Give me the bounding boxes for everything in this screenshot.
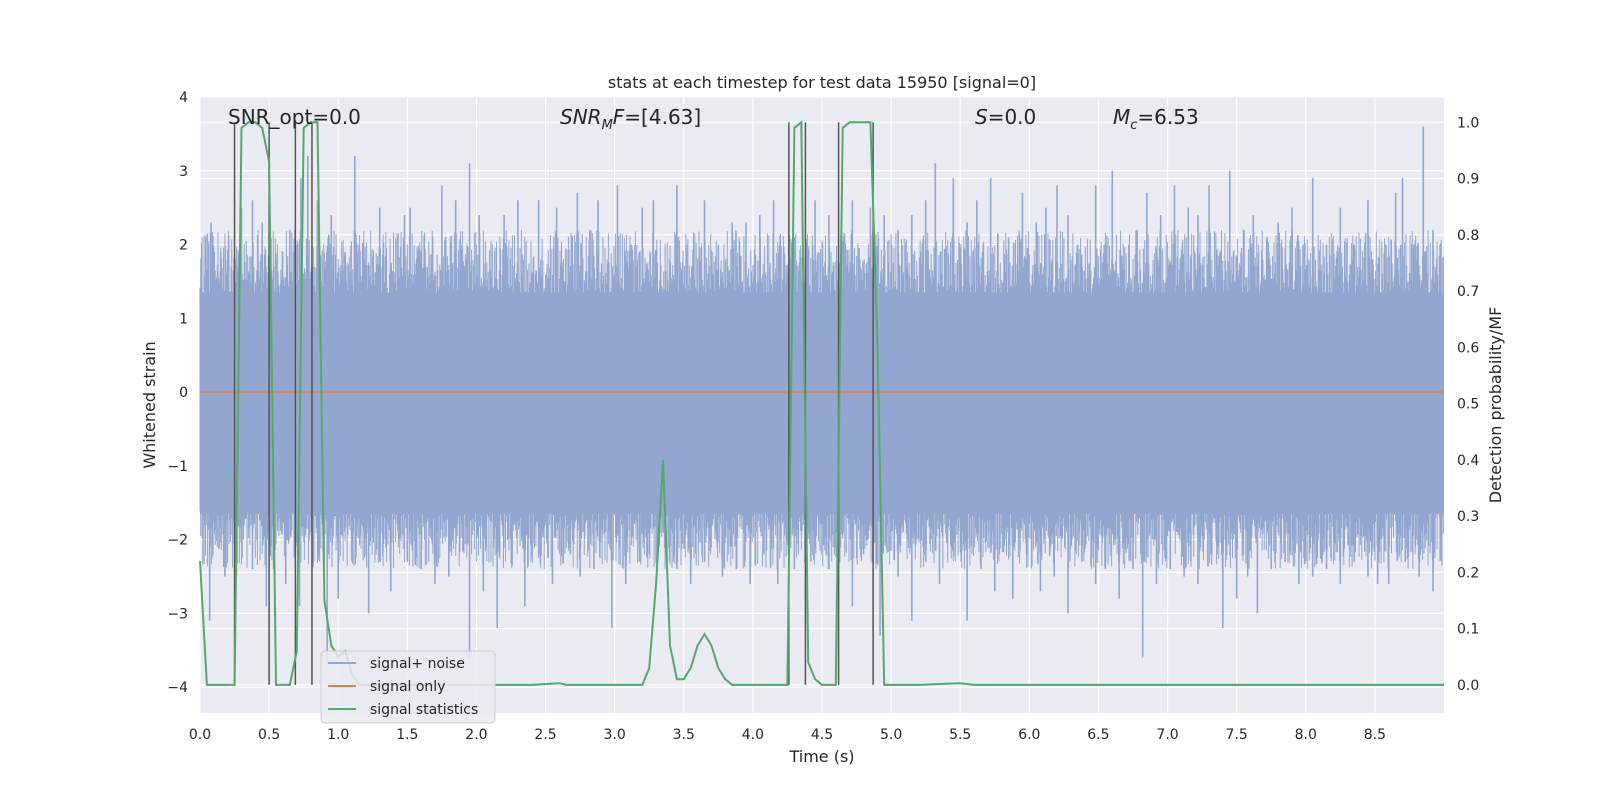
signal-statistics-line xyxy=(199,120,1444,686)
y2-tick-label-9: 0.1 xyxy=(1457,622,1479,638)
x-tick-label-16: 8.0 xyxy=(1295,727,1317,743)
x-tick-label-3: 1.5 xyxy=(396,727,418,743)
y2-axis-label: Detection probability/MF xyxy=(1486,307,1505,504)
y-tick-label-6: −2 xyxy=(167,533,188,549)
y2-tick-label-0: 1.0 xyxy=(1457,115,1479,131)
y-tick-labels: 4 3 2 1 0 −1 −2 −3 −4 xyxy=(167,90,188,696)
y-axis-label: Whitened strain xyxy=(140,341,159,468)
x-tick-label-1: 0.5 xyxy=(258,727,280,743)
x-tick-label-11: 5.5 xyxy=(949,727,971,743)
y2-tick-label-4: 0.6 xyxy=(1457,340,1479,356)
x-tick-label-15: 7.5 xyxy=(1226,727,1248,743)
noise-trace xyxy=(199,229,1444,570)
x-tick-label-7: 3.5 xyxy=(673,727,695,743)
y-tick-label-8: −4 xyxy=(167,680,188,696)
legend-box xyxy=(320,650,496,724)
y-tick-label-1: 3 xyxy=(179,164,188,180)
y-tick-label-3: 1 xyxy=(179,311,188,327)
legend: signal+ noise signal only signal statist… xyxy=(320,650,496,724)
legend-label-noise: signal+ noise xyxy=(370,656,465,672)
y-tick-label-2: 2 xyxy=(179,238,188,254)
chart-title: stats at each timestep for test data 159… xyxy=(608,73,1036,92)
y-tick-label-7: −3 xyxy=(167,606,188,622)
x-tick-label-17: 8.5 xyxy=(1364,727,1386,743)
x-tick-label-6: 3.0 xyxy=(604,727,626,743)
annotation-s-stat: S=0.0 xyxy=(975,105,1036,129)
y2-tick-label-3: 0.7 xyxy=(1457,284,1479,300)
y2-tick-labels: 1.0 0.9 0.8 0.7 0.6 0.5 0.4 0.3 0.2 0.1 0.0 xyxy=(1457,115,1479,694)
x-tick-label-5: 2.5 xyxy=(534,727,556,743)
y2-tick-label-8: 0.2 xyxy=(1457,565,1479,581)
x-tick-labels: 0.0 0.5 1.0 1.5 2.0 2.5 3.0 3.5 4.0 4.5 5.0 5.5 6.0 6… xyxy=(189,727,1386,743)
y2-tick-label-2: 0.8 xyxy=(1457,228,1479,244)
signal-noise-series xyxy=(199,126,1444,666)
y2-tick-label-5: 0.5 xyxy=(1457,397,1479,413)
y-tick-label-5: −1 xyxy=(167,459,188,475)
x-axis-label: Time (s) xyxy=(788,747,854,766)
x-tick-label-2: 1.0 xyxy=(327,727,349,743)
y-tick-label-4: 0 xyxy=(179,385,188,401)
y2-tick-label-10: 0.0 xyxy=(1457,678,1479,694)
legend-label-stats: signal statistics xyxy=(370,702,478,718)
x-tick-label-9: 4.5 xyxy=(811,727,833,743)
legend-label-signal: signal only xyxy=(370,679,445,695)
y-tick-label-0: 4 xyxy=(179,90,188,106)
y2-tick-label-7: 0.3 xyxy=(1457,509,1479,525)
x-tick-label-4: 2.0 xyxy=(465,727,487,743)
x-tick-label-10: 5.0 xyxy=(880,727,902,743)
x-tick-label-13: 6.5 xyxy=(1087,727,1109,743)
x-tick-label-8: 4.0 xyxy=(742,727,764,743)
y2-tick-label-1: 0.9 xyxy=(1457,172,1479,188)
annotation-snr-opt: SNR_opt=0.0 xyxy=(228,105,361,129)
x-tick-label-0: 0.0 xyxy=(189,727,211,743)
annotation-snr-mf: SNRMF=[4.63] xyxy=(560,105,701,133)
x-tick-label-12: 6.0 xyxy=(1018,727,1040,743)
signal-statistics-series xyxy=(199,120,1444,686)
x-tick-label-14: 7.0 xyxy=(1156,727,1178,743)
annotation-mc: Mc=6.53 xyxy=(1113,105,1199,133)
y2-tick-label-6: 0.4 xyxy=(1457,453,1479,469)
